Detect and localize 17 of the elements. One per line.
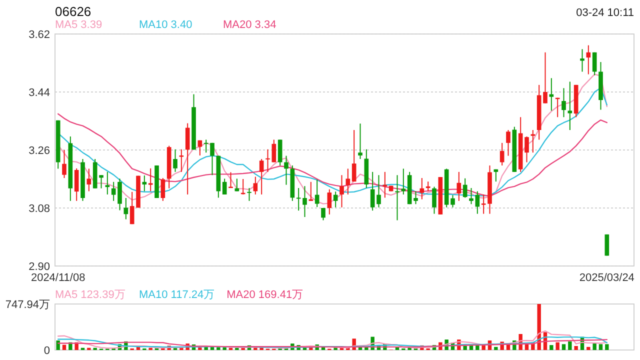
y-tick-label: 3.44 xyxy=(28,87,50,99)
y-tick-label: 3.26 xyxy=(28,145,50,157)
text: MA10 117.24万 xyxy=(139,289,215,301)
text: MA20 169.41万 xyxy=(226,289,304,301)
text: MA20 3.34 xyxy=(223,19,276,31)
chart-title: 06626 xyxy=(55,4,92,19)
text: MA5 3.39 xyxy=(55,19,102,31)
text: 03-24 10:11 xyxy=(576,7,634,19)
text: MA5 123.39万 xyxy=(55,289,126,301)
y-tick-label: 2.90 xyxy=(28,261,50,273)
x-tick-label: 2025/03/24 xyxy=(579,272,634,284)
y-tick-label: 747.94万 xyxy=(5,299,50,311)
x-tick-label: 2024/11/08 xyxy=(30,272,86,284)
y-tick-label: 0 xyxy=(44,345,50,357)
text: MA10 3.40 xyxy=(139,19,192,31)
y-tick-label: 3.62 xyxy=(28,29,50,41)
y-tick-label: 3.08 xyxy=(28,203,50,215)
